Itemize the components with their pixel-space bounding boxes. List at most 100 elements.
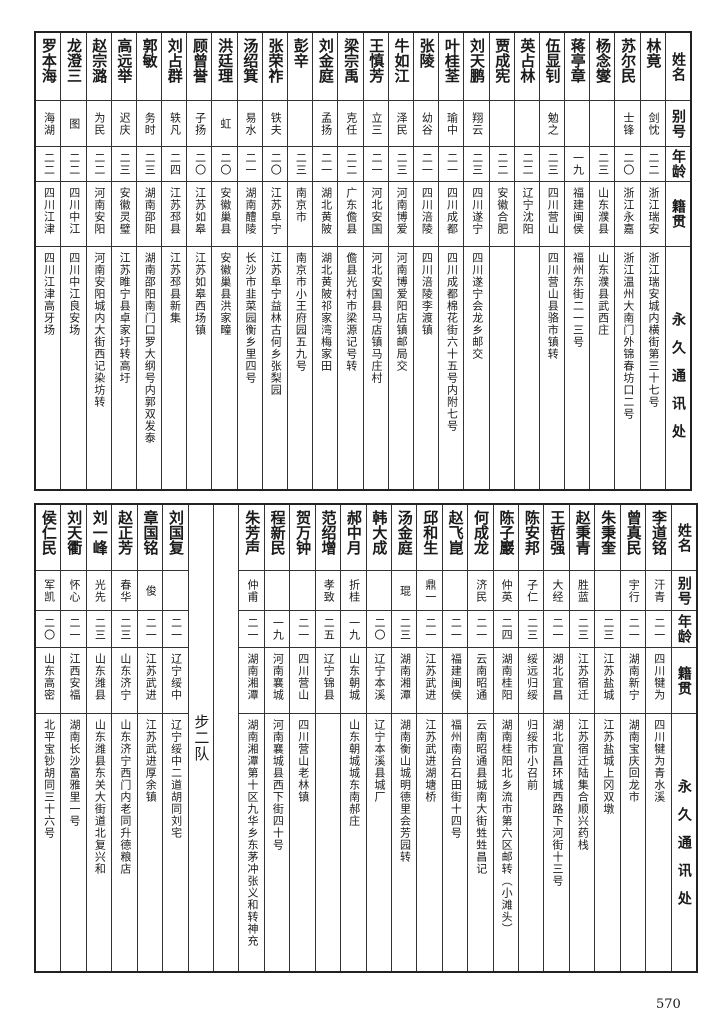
person-age: 二〇: [269, 152, 283, 176]
person-column: 苏尔民 士锋 二〇 浙江永嘉 浙江温州大南门外锦春坊口二号: [614, 33, 640, 489]
person-address-cell: 四川中江良安场: [61, 247, 85, 489]
person-alias-cell: 光先: [86, 571, 112, 611]
person-name: 龙澄三: [65, 38, 84, 83]
header-origin: 籍贯: [669, 199, 686, 229]
person-age: 二一: [67, 617, 81, 641]
person-name-cell: 林竟: [640, 33, 665, 101]
person-age-cell: 二二: [61, 147, 86, 182]
person-alias: 宇行: [627, 578, 641, 603]
person-address: 浙江温州大南门外锦春坊口二号: [621, 252, 635, 420]
header-name: 姓名: [675, 522, 692, 553]
person-origin: 湖南醴陵: [244, 187, 258, 235]
person-alias: 易水: [244, 111, 258, 136]
person-age-cell: 二〇: [366, 611, 391, 648]
person-address-cell: 儋县光村市梁源记号转: [338, 247, 362, 489]
person-name: 何成龙: [472, 510, 491, 555]
person-alias-cell: 济民: [468, 571, 493, 611]
person-column: 贺万钟 二一 四川营山 四川营山老林镇: [289, 505, 315, 971]
person-address: 四川成都棉花街六十五号内附七号: [445, 252, 459, 432]
person-column: 朱秉奎 二三 江苏盐城 江苏盐城上冈双墩: [594, 505, 620, 971]
person-origin-cell: 辽宁本溪: [366, 648, 391, 714]
person-alias: 翔云: [470, 111, 484, 136]
person-name-cell: 张荣祚: [262, 33, 287, 101]
person-origin-cell: 湖北黄陂: [313, 182, 338, 247]
person-age: 二二: [92, 152, 106, 176]
person-age: 二一: [423, 617, 437, 641]
person-age: 二三: [576, 617, 590, 641]
person-alias-cell: 孝致: [315, 571, 341, 611]
person-name-cell: 刘天衢: [61, 505, 86, 571]
person-column: 范绍增 孝致 二五 辽宁锦县: [314, 505, 341, 971]
person-column: 李道铭 汗青 二一 四川犍为 四川犍为青水溪: [645, 505, 671, 971]
person-address-cell: 四川营山老林镇: [290, 714, 314, 971]
person-age-cell: 二三: [539, 147, 565, 182]
person-origin-cell: 江苏武进: [137, 648, 163, 714]
header-name: 姓名: [669, 51, 686, 82]
person-name-cell: 侯仁民: [36, 505, 61, 571]
person-origin-cell: 南京市: [288, 182, 313, 247]
person-alias: 春华: [118, 578, 132, 603]
person-alias-cell: 宇行: [620, 571, 646, 611]
person-alias-cell: [366, 571, 391, 611]
person-age: 二一: [420, 152, 434, 176]
person-alias-cell: 瑜中: [439, 101, 464, 147]
person-age-cell: 二一: [290, 611, 315, 648]
person-origin-cell: 湖南新宁: [620, 648, 646, 714]
person-origin: 江苏盐城: [601, 653, 615, 701]
person-origin-cell: 河南博爱: [388, 182, 413, 247]
person-alias-cell: 立三: [363, 101, 388, 147]
person-name: 范绍增: [319, 510, 338, 555]
person-age: 二三: [546, 152, 560, 176]
person-address-cell: 江苏如皋西场镇: [187, 247, 211, 489]
person-alias: 剑忱: [647, 111, 661, 136]
person-age-cell: 二三: [111, 147, 136, 182]
person-origin: 四川成都: [445, 187, 459, 235]
person-origin-cell: 山东高密: [36, 648, 61, 714]
person-column: 程新民 一九 河南襄城 河南襄城县西下街四十号: [263, 505, 290, 971]
person-origin: 福建闽侯: [571, 187, 585, 235]
person-column: 叶桂荃 瑜中 二一 四川成都 四川成都棉花街六十五号内附七号: [438, 33, 464, 489]
person-age-cell: 一九: [341, 611, 366, 648]
person-name-cell: 赵秉青: [569, 505, 595, 571]
person-alias-cell: 子扬: [187, 101, 212, 147]
person-origin: 辽宁绥中: [169, 653, 183, 701]
person-address: 江苏睢宁县卓家圩转高圩: [118, 252, 132, 384]
person-age: 二一: [652, 617, 666, 641]
person-column: 英占林 二二 辽宁沈阳: [513, 33, 539, 489]
person-alias-cell: 图: [61, 101, 86, 147]
person-address: 山东濮县武西庄: [596, 252, 610, 336]
person-origin: 河南安阳: [92, 187, 106, 235]
person-alias: 为民: [92, 111, 106, 136]
person-name: 曾真民: [624, 510, 643, 555]
person-age-cell: 二一: [646, 611, 671, 648]
person-address-cell: 山东濮县武西庄: [590, 247, 614, 489]
person-age-cell: 二二: [514, 147, 539, 182]
person-address: 湖北宜昌环城西路下河街十三号: [551, 719, 564, 887]
person-address: 江苏武进厚余镇: [144, 719, 158, 803]
person-alias-cell: 孟扬: [313, 101, 338, 147]
person-age-cell: 二一: [137, 611, 163, 648]
person-name: 刘占群: [165, 38, 184, 83]
person-alias: 图: [67, 117, 81, 130]
person-column: 赵秉青 胜蓝 二三 江苏宿迁 江苏宿迁陆集合顺兴药栈: [568, 505, 595, 971]
person-address-cell: [490, 247, 514, 489]
person-name: 朱秉奎: [599, 510, 618, 555]
person-age: 二一: [296, 617, 310, 641]
person-age: 二一: [319, 152, 333, 176]
header-cell-origin: 籍贯: [665, 182, 690, 247]
person-alias-cell: 迟庆: [111, 101, 136, 147]
person-column: 汤金庭琨二三 湖南湘潭 湖南衡山城明德里会芳园转: [390, 505, 417, 971]
person-age: 二二: [521, 152, 535, 176]
person-address-cell: 归绥市小召前: [519, 714, 543, 971]
person-origin-cell: 山东潍县: [86, 648, 112, 714]
header-address: 永久通讯处: [675, 779, 692, 919]
person-origin: 江苏武进: [144, 653, 158, 701]
person-name-cell: 杨念燮: [590, 33, 615, 101]
person-name: 郝中月: [344, 510, 363, 555]
person-address-cell: 湖南桂阳北乡流市第六区邮转（小滩头）: [494, 714, 518, 971]
person-age-cell: 二四: [493, 611, 519, 648]
person-alias-cell: 胜蓝: [569, 571, 595, 611]
person-alias-cell: [565, 101, 590, 147]
person-age: 二〇: [621, 152, 635, 176]
header-cell-address: 永久通讯处: [666, 247, 690, 489]
